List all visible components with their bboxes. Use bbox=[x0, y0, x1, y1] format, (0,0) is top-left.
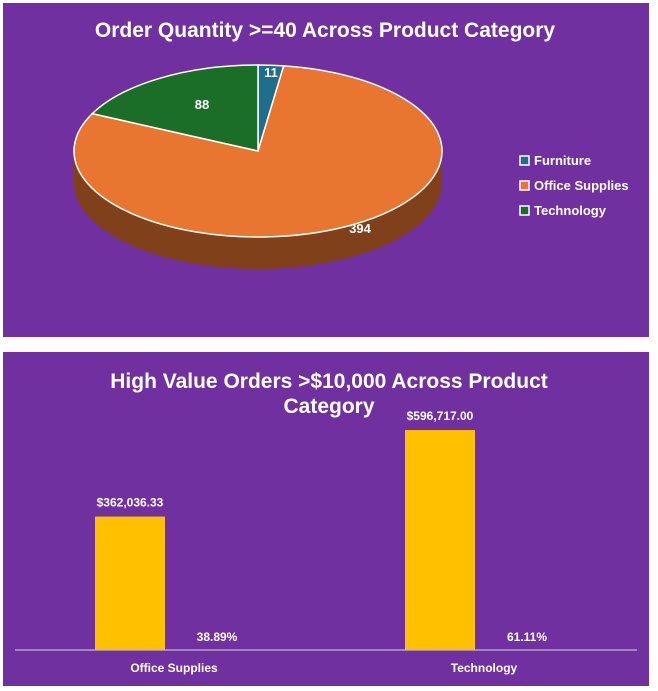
legend-swatch-icon bbox=[519, 205, 530, 216]
x-tick-label: Office Supplies bbox=[130, 661, 218, 675]
pie-side-office-supplies bbox=[74, 151, 442, 269]
legend-label: Furniture bbox=[534, 153, 591, 168]
legend-label: Technology bbox=[534, 203, 607, 218]
bar-value-label: $362,036.33 bbox=[97, 496, 164, 510]
legend-swatch-icon bbox=[519, 155, 530, 166]
bar-office-supplies bbox=[95, 516, 165, 650]
bar-share-label: 38.89% bbox=[197, 630, 238, 644]
bar-chart-title-line-2: Category bbox=[283, 395, 374, 418]
x-tick-label: Technology bbox=[451, 661, 518, 675]
legend-label: Office Supplies bbox=[534, 178, 629, 193]
pie-chart: Order Quantity >=40 Across Product Categ… bbox=[73, 19, 629, 269]
bar-chart-title-line-1: High Value Orders >$10,000 Across Produc… bbox=[110, 370, 548, 393]
pie-data-label: 11 bbox=[264, 65, 278, 80]
pie-slice-technology bbox=[90, 64, 259, 152]
bar-chart: High Value Orders >$10,000 Across Produc… bbox=[15, 370, 637, 675]
pie-data-label: 88 bbox=[195, 97, 209, 112]
pie-data-label: 394 bbox=[349, 221, 371, 236]
pie-chart-panel: Order Quantity >=40 Across Product Categ… bbox=[3, 3, 649, 337]
bar-technology bbox=[405, 430, 475, 650]
pie-chart-title: Order Quantity >=40 Across Product Categ… bbox=[95, 19, 556, 42]
legend-swatch-icon bbox=[519, 180, 530, 191]
bar-value-label: $596,717.00 bbox=[407, 409, 474, 423]
bar-chart-panel: High Value Orders >$10,000 Across Produc… bbox=[3, 352, 649, 686]
bar-share-label: 61.11% bbox=[507, 630, 547, 644]
